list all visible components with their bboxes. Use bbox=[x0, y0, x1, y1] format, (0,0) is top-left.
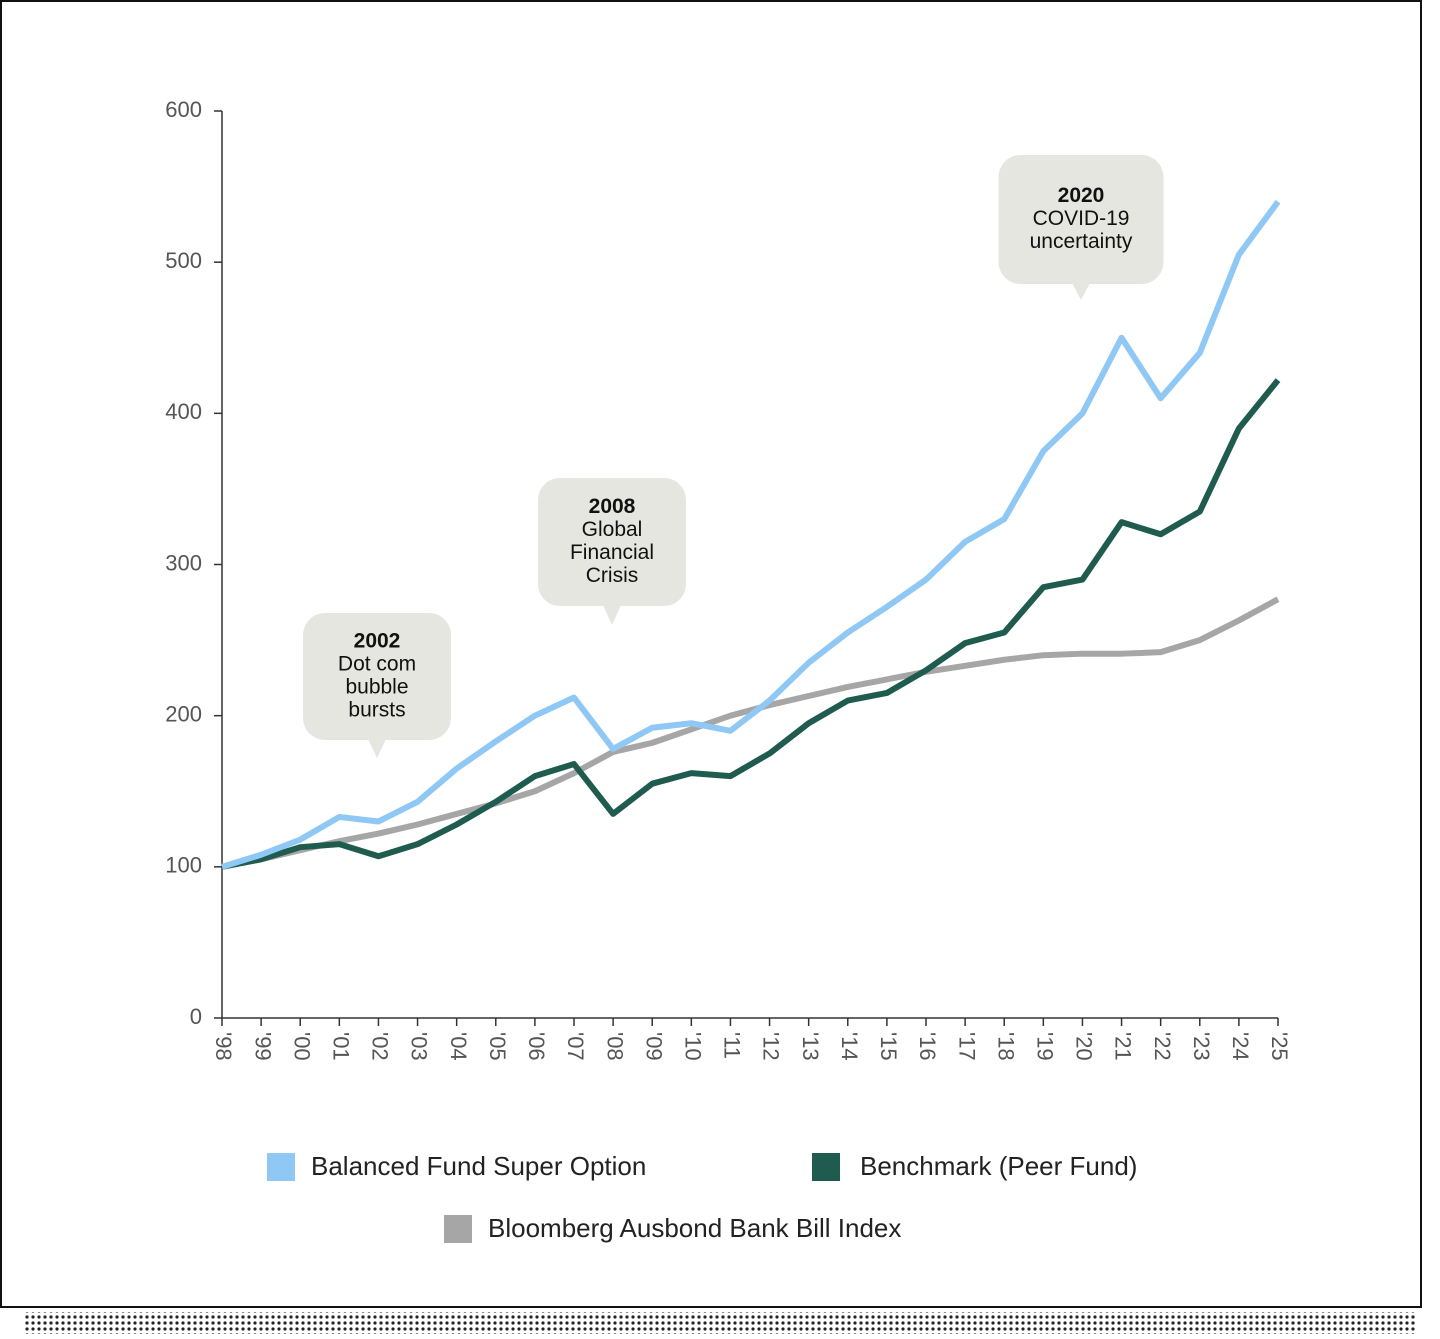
callout-title: 2020 bbox=[1058, 184, 1105, 207]
x-tick-label: '23 bbox=[1189, 1032, 1214, 1061]
y-tick-label: 600 bbox=[165, 97, 202, 122]
callout-tail bbox=[1072, 283, 1090, 300]
series-line bbox=[221, 596, 1280, 870]
x-tick-label: '16 bbox=[915, 1032, 940, 1061]
series-line bbox=[221, 199, 1281, 870]
callout-text: bursts bbox=[348, 699, 405, 722]
callout-text: bubble bbox=[345, 676, 408, 699]
x-tick-label: '02 bbox=[368, 1032, 393, 1061]
callout-text: Crisis bbox=[586, 564, 639, 587]
legend-swatch bbox=[812, 1153, 840, 1181]
x-tick-label: '22 bbox=[1150, 1032, 1175, 1061]
callout-box bbox=[538, 478, 686, 606]
callout-title: 2002 bbox=[354, 630, 401, 653]
x-tick-label: '07 bbox=[563, 1032, 588, 1061]
dotted-border bbox=[24, 1312, 1416, 1334]
x-tick-label: '03 bbox=[407, 1032, 432, 1061]
legend-label: Benchmark (Peer Fund) bbox=[860, 1151, 1137, 1181]
x-tick-label: '98 bbox=[211, 1032, 236, 1061]
x-tick-label: '24 bbox=[1228, 1032, 1253, 1061]
x-tick-label: '17 bbox=[954, 1032, 979, 1061]
legend-label: Bloomberg Ausbond Bank Bill Index bbox=[488, 1213, 901, 1243]
y-tick-label: 100 bbox=[165, 853, 202, 878]
x-tick-label: '21 bbox=[1111, 1032, 1136, 1061]
y-tick-label: 300 bbox=[165, 550, 202, 575]
callout-title: 2008 bbox=[589, 495, 636, 518]
x-tick-label: '99 bbox=[250, 1032, 275, 1061]
x-tick-label: '00 bbox=[289, 1032, 314, 1061]
x-tick-label: '25 bbox=[1267, 1032, 1292, 1061]
x-tick-label: '12 bbox=[759, 1032, 784, 1061]
x-tick-label: '06 bbox=[524, 1032, 549, 1061]
x-tick-label: '10 bbox=[681, 1032, 706, 1061]
callout-tail bbox=[368, 739, 386, 758]
callout-box bbox=[998, 155, 1164, 284]
callout-tail bbox=[603, 605, 621, 625]
y-tick-label: 400 bbox=[165, 399, 202, 424]
legend-swatch bbox=[267, 1153, 295, 1181]
callout-text: Global bbox=[582, 518, 643, 541]
series-line bbox=[221, 378, 1281, 870]
x-tick-label: '14 bbox=[837, 1032, 862, 1061]
callout-text: Dot com bbox=[338, 653, 416, 676]
x-tick-label: '13 bbox=[798, 1032, 823, 1061]
x-tick-label: '11 bbox=[720, 1032, 745, 1059]
x-tick-label: '01 bbox=[329, 1032, 354, 1061]
frame bbox=[0, 0, 1422, 1308]
x-tick-label: '08 bbox=[602, 1032, 627, 1061]
x-tick-label: '05 bbox=[485, 1032, 510, 1061]
x-tick-label: '19 bbox=[1033, 1032, 1058, 1061]
callout-text: uncertainty bbox=[1030, 230, 1133, 253]
x-tick-label: '20 bbox=[1072, 1032, 1097, 1061]
x-tick-label: '15 bbox=[876, 1032, 901, 1061]
x-tick-label: '04 bbox=[446, 1032, 471, 1061]
x-tick-label: '18 bbox=[993, 1032, 1018, 1061]
y-tick-label: 500 bbox=[165, 248, 202, 273]
callout-text: COVID-19 bbox=[1033, 207, 1130, 230]
y-tick-label: 200 bbox=[165, 701, 202, 726]
legend-label: Balanced Fund Super Option bbox=[311, 1151, 646, 1181]
x-tick-label: '09 bbox=[641, 1032, 666, 1061]
y-tick-label: 0 bbox=[190, 1004, 202, 1029]
callout-text: Financial bbox=[570, 541, 654, 564]
legend-swatch bbox=[444, 1215, 472, 1243]
callout-box bbox=[303, 613, 451, 740]
